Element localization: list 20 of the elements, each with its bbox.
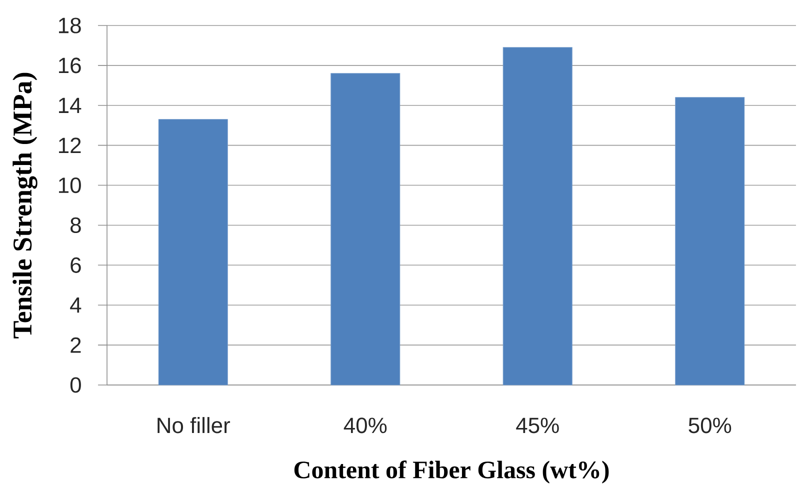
y-tick-label: 12 — [59, 138, 81, 154]
bar — [675, 97, 745, 386]
x-tick-label: 50% — [688, 418, 732, 434]
y-tick-label: 2 — [70, 337, 81, 353]
x-tick-label: 40% — [344, 418, 387, 434]
y-tick-label: 10 — [59, 177, 81, 194]
x-tick-label: 45% — [516, 418, 559, 434]
y-axis-title: Tensile Strength (MPa) — [12, 72, 38, 338]
y-tick-label: 4 — [70, 298, 82, 313]
y-tick-label: 6 — [70, 257, 81, 273]
x-axis-title: Content of Fiber Glass (wt%) — [294, 460, 609, 484]
y-tick-label: 0 — [70, 377, 81, 393]
y-tick-label: 18 — [59, 18, 81, 34]
bar — [330, 73, 400, 386]
y-tick-label: 8 — [70, 217, 81, 234]
y-tick-label: 16 — [59, 58, 81, 74]
y-tick-label: 14 — [59, 98, 82, 113]
x-tick-label: No filler — [158, 417, 230, 434]
bar — [502, 47, 572, 386]
bar — [158, 119, 228, 386]
